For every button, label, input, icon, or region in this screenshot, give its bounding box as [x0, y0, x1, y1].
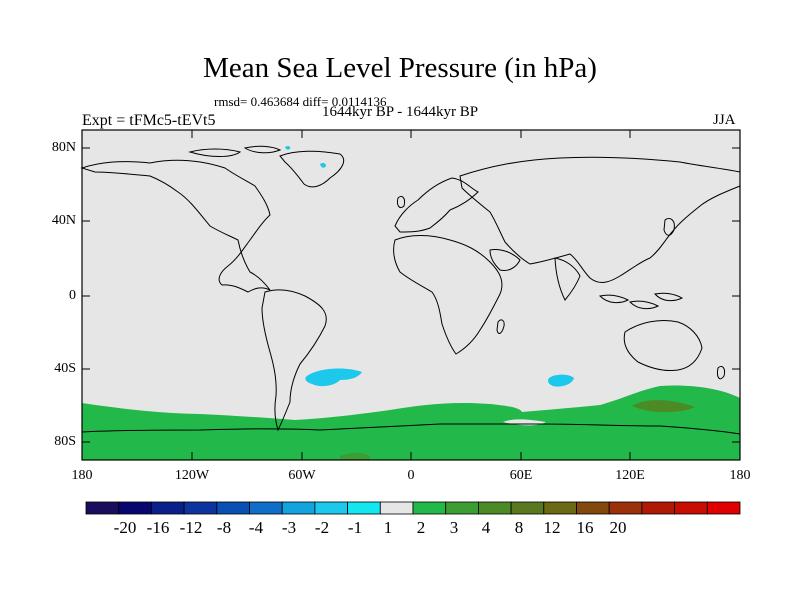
lat-tick-40n: 40N	[51, 213, 76, 228]
colorbar-swatch	[281, 501, 316, 515]
colorbar-label: 1	[383, 518, 393, 537]
lon-tick-120w: 120W	[174, 468, 210, 483]
lat-tick-0: 0	[69, 288, 76, 303]
period-label: 1644kyr BP - 1644kyr BP	[322, 104, 479, 120]
colorbar-swatch	[249, 501, 283, 515]
colorbar-label: -16	[146, 518, 170, 537]
colorbar-swatch	[674, 501, 708, 515]
colorbar	[85, 501, 741, 515]
lon-tick-180e: 180	[729, 468, 751, 483]
experiment-label: Expt = tFMc5-tEVt5	[82, 112, 216, 129]
colorbar-label: 12	[543, 518, 561, 537]
colorbar-label: 16	[576, 518, 594, 537]
colorbar-label: 20	[609, 518, 627, 537]
colorbar-swatch	[543, 501, 577, 515]
colorbar-label: -3	[281, 518, 297, 537]
lon-tick-120e: 120E	[615, 468, 645, 483]
colorbar-swatch	[706, 501, 741, 515]
colorbar-label: -2	[314, 518, 330, 537]
coastlines	[80, 145, 741, 435]
colorbar-swatch	[347, 501, 381, 515]
colorbar-swatch	[445, 501, 479, 515]
positive-anomaly-patch	[632, 400, 695, 413]
small-anomaly-patch	[340, 453, 370, 460]
colorbar-label: -12	[179, 518, 203, 537]
colorbar-label: -20	[113, 518, 137, 537]
colorbar-label: 3	[449, 518, 459, 537]
colorbar-swatch	[608, 501, 643, 515]
stats-label: rmsd= 0.463684 diff= 0.0114136	[214, 94, 387, 109]
lat-tick-80s: 80S	[54, 434, 76, 449]
colorbar-label: -4	[248, 518, 264, 537]
negative-anomaly-patch-atlantic	[305, 368, 362, 387]
axis-ticks	[81, 130, 741, 460]
negative-anomaly-patch-arctic	[285, 145, 291, 150]
colorbar-label: 8	[514, 518, 524, 537]
lon-tick-0: 0	[407, 468, 415, 483]
colorbar-swatch	[641, 501, 676, 515]
lon-tick-60e: 60E	[509, 468, 533, 483]
colorbar-swatch	[412, 501, 447, 515]
lon-tick-180w: 180	[71, 468, 93, 483]
colorbar-swatch	[379, 501, 414, 515]
colorbar-swatch	[510, 501, 545, 515]
colorbar-swatch	[477, 501, 512, 515]
colorbar-swatch	[118, 501, 152, 515]
colorbar-label: -8	[216, 518, 232, 537]
season-label: JJA	[713, 112, 736, 128]
colorbar-swatch	[216, 501, 250, 515]
colorbar-label: 2	[416, 518, 426, 537]
lat-tick-80n: 80N	[51, 140, 76, 155]
chart-title: Mean Sea Level Pressure (in hPa)	[203, 52, 597, 84]
colorbar-label: -1	[347, 518, 363, 537]
negative-anomaly-patch-greenland	[320, 162, 326, 168]
colorbar-swatch	[150, 501, 185, 515]
colorbar-swatch	[183, 501, 218, 515]
lat-tick-40s: 40S	[54, 361, 76, 376]
southern-ocean-positive-anomaly	[82, 385, 740, 460]
negative-anomaly-patch-indian	[548, 374, 574, 387]
lon-tick-60w: 60W	[288, 468, 316, 483]
colorbar-swatch	[314, 501, 348, 515]
colorbar-label: 4	[481, 518, 491, 537]
colorbar-swatch	[576, 501, 610, 515]
colorbar-swatch	[85, 501, 120, 515]
